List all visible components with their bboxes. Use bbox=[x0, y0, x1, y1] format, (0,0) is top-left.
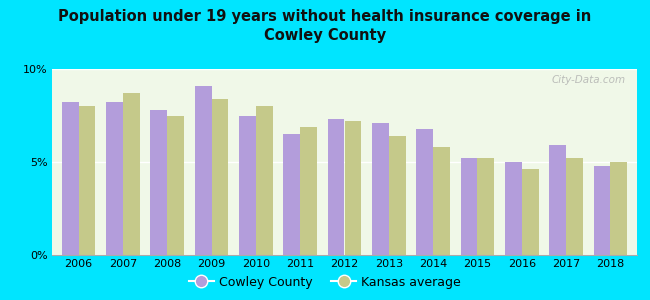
Bar bbox=[62, 103, 79, 255]
Bar bbox=[328, 119, 345, 255]
Bar bbox=[416, 128, 433, 255]
Bar bbox=[106, 103, 123, 255]
Bar bbox=[505, 162, 522, 255]
Bar bbox=[389, 136, 406, 255]
Legend: Cowley County, Kansas average: Cowley County, Kansas average bbox=[184, 271, 466, 294]
Bar bbox=[478, 158, 494, 255]
Bar bbox=[239, 116, 256, 255]
Bar bbox=[256, 106, 273, 255]
Bar bbox=[372, 123, 389, 255]
Bar bbox=[522, 169, 539, 255]
Bar bbox=[610, 162, 627, 255]
Bar bbox=[167, 116, 184, 255]
Bar bbox=[150, 110, 167, 255]
Bar bbox=[195, 86, 211, 255]
Bar bbox=[344, 121, 361, 255]
Bar bbox=[300, 127, 317, 255]
Bar bbox=[549, 145, 566, 255]
Bar bbox=[593, 166, 610, 255]
Bar bbox=[123, 93, 140, 255]
Bar bbox=[211, 99, 228, 255]
Bar bbox=[461, 158, 478, 255]
Bar bbox=[566, 158, 583, 255]
Bar bbox=[79, 106, 96, 255]
Text: City-Data.com: City-Data.com bbox=[551, 75, 625, 85]
Text: Population under 19 years without health insurance coverage in
Cowley County: Population under 19 years without health… bbox=[58, 9, 592, 43]
Bar bbox=[433, 147, 450, 255]
Bar bbox=[283, 134, 300, 255]
